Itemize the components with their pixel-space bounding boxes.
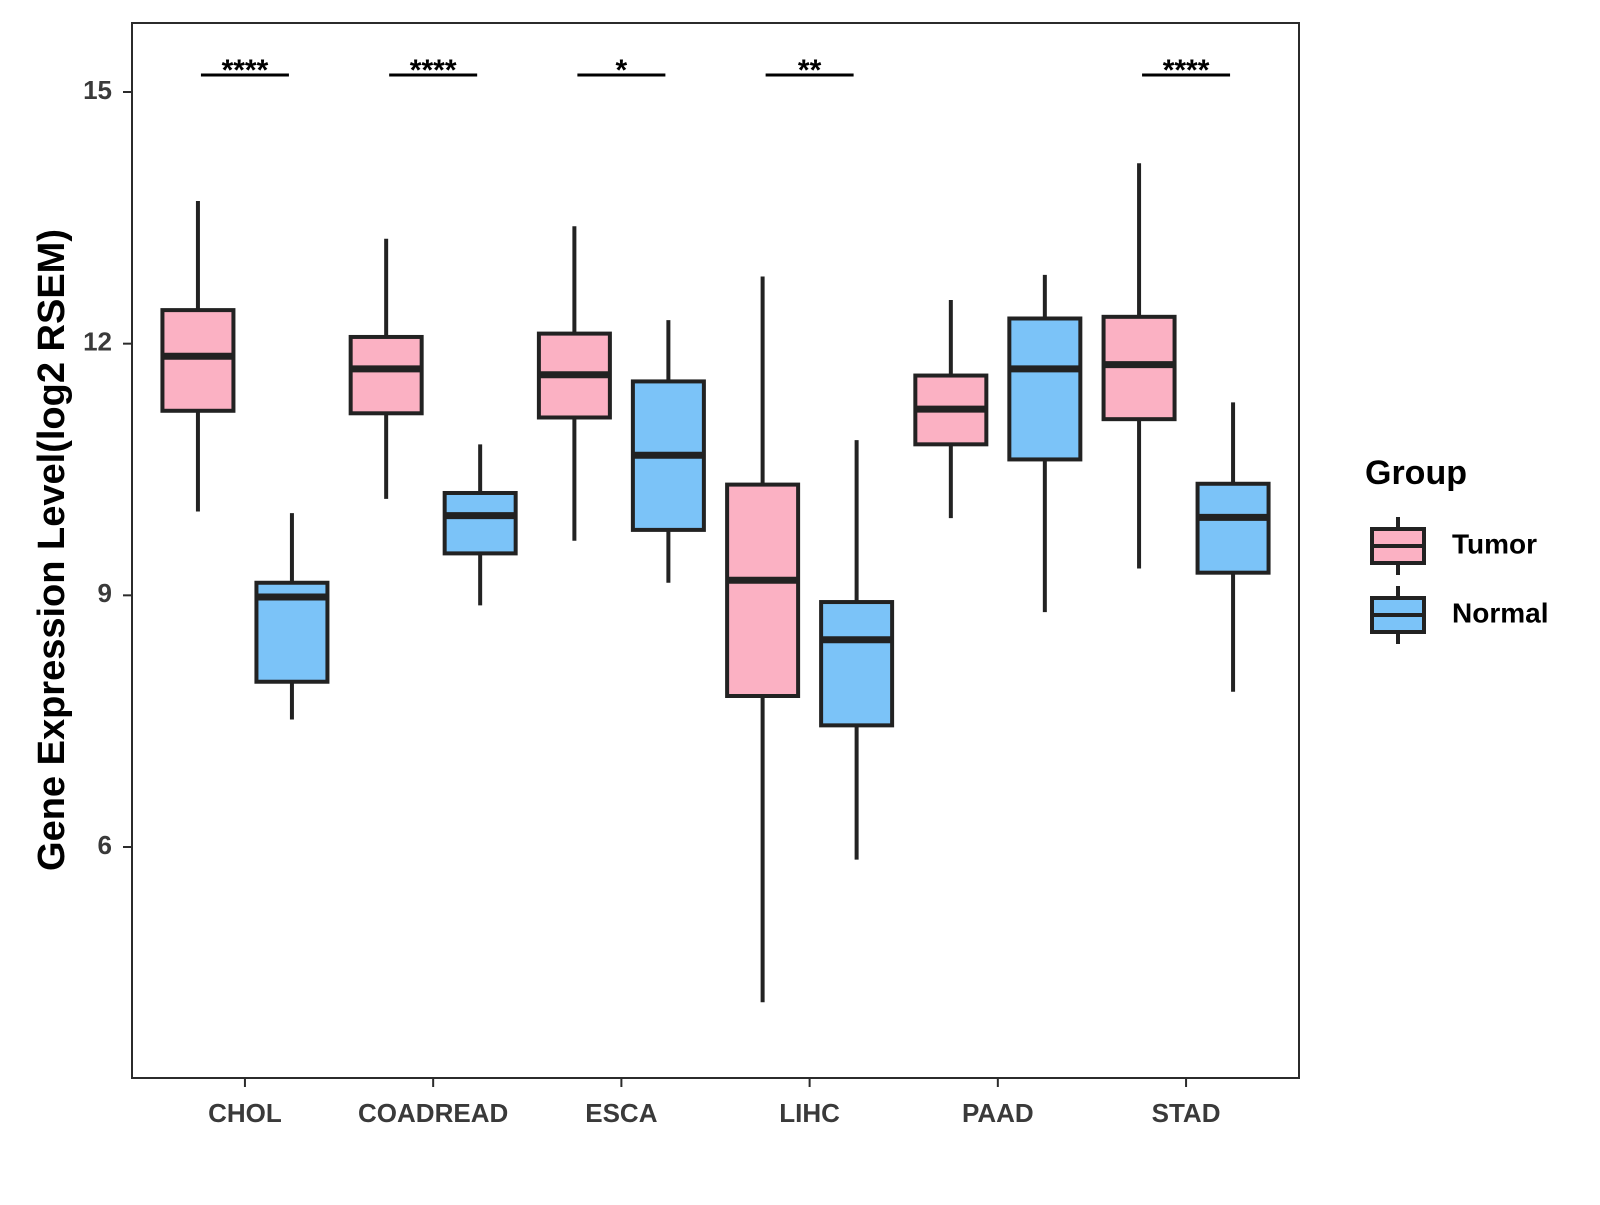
significance-label: **: [798, 54, 822, 87]
legend: Group Tumor Normal: [1365, 454, 1548, 644]
box-tumor-chol: [160, 201, 236, 512]
significance-label: ****: [1163, 54, 1210, 87]
box-tumor-coadread: [348, 238, 424, 499]
box-tumor-stad: [1101, 163, 1177, 569]
box-body: [819, 600, 895, 728]
box-tumor-esca: [536, 226, 612, 541]
x-tick-label: LIHC: [779, 1098, 840, 1128]
box-body: [1007, 316, 1083, 462]
box-normal-chol: [254, 513, 330, 720]
significance-esca: *: [577, 54, 666, 87]
y-tick-label: 9: [98, 578, 112, 608]
y-tick-label: 12: [83, 327, 112, 357]
significance-label: ****: [222, 54, 269, 87]
significance-label: *: [616, 54, 628, 87]
legend-item-normal: Normal: [1370, 586, 1548, 644]
box-normal-stad: [1195, 402, 1271, 692]
box-series: [160, 163, 1271, 1003]
x-axis: CHOL COADREAD ESCA LIHC PAAD STAD: [208, 1078, 1220, 1128]
legend-title: Group: [1365, 454, 1467, 492]
box-tumor-lihc: [725, 276, 801, 1003]
y-axis-title: Gene Expression Level(log2 RSEM): [31, 229, 73, 871]
x-tick-label: ESCA: [585, 1098, 657, 1128]
significance-chol: ****: [200, 54, 289, 87]
box-body: [160, 308, 236, 413]
legend-label: Tumor: [1452, 528, 1537, 559]
significance-annotations: **** **** * ** ****: [200, 54, 1231, 87]
significance-stad: ****: [1142, 54, 1231, 87]
y-tick-label: 6: [98, 830, 112, 860]
y-tick-label: 15: [83, 75, 112, 105]
box-body: [348, 334, 424, 416]
x-tick-label: STAD: [1152, 1098, 1221, 1128]
significance-coadread: ****: [389, 54, 478, 87]
box-body: [725, 482, 801, 698]
box-normal-esca: [630, 320, 706, 583]
box-tumor-paad: [913, 300, 989, 519]
legend-item-tumor: Tumor: [1370, 517, 1537, 575]
box-normal-lihc: [819, 440, 895, 860]
x-tick-label: COADREAD: [358, 1098, 508, 1128]
box-normal-coadread: [442, 444, 518, 606]
box-body: [1195, 481, 1271, 575]
x-tick-label: CHOL: [208, 1098, 282, 1128]
plot-panel-border: [131, 22, 1300, 1079]
x-tick-label: PAAD: [962, 1098, 1034, 1128]
box-body: [442, 490, 518, 556]
significance-lihc: **: [765, 54, 854, 87]
box-normal-paad: [1007, 274, 1083, 613]
y-axis: 6 9 12 15: [83, 75, 132, 860]
legend-label: Normal: [1452, 597, 1548, 628]
significance-label: ****: [410, 54, 457, 87]
